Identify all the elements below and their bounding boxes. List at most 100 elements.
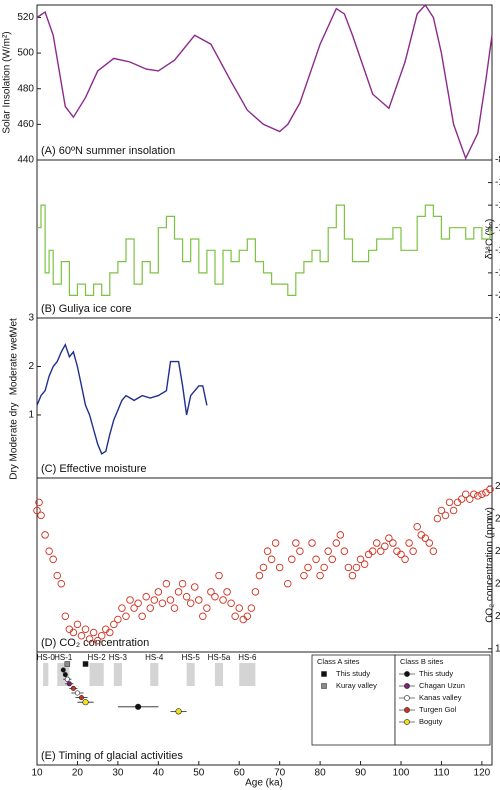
y-tick-label: -20: [495, 290, 500, 301]
date-marker: [135, 703, 142, 710]
data-point: [292, 539, 300, 547]
x-tick-label: 30: [112, 768, 124, 779]
data-point: [106, 628, 114, 637]
data-point: [223, 588, 231, 596]
data-point: [461, 490, 470, 499]
data-point: [288, 555, 296, 564]
event-label: HS-2: [88, 653, 107, 662]
data-point: [158, 599, 167, 607]
event-band: [89, 663, 104, 686]
data-point: [336, 531, 345, 539]
data-point: [89, 628, 98, 637]
data-point: [389, 539, 397, 547]
x-tick-label: 20: [72, 768, 84, 779]
y-tick-label: -18: [495, 267, 500, 278]
y-tick-label: -14: [495, 222, 500, 233]
x-tick-label: 110: [433, 768, 449, 779]
data-point: [174, 588, 183, 596]
legend-label: Kuray valley: [336, 681, 377, 690]
data-point: [348, 571, 357, 580]
data-point: [45, 547, 53, 555]
data-point: [97, 631, 106, 640]
legend-label: Boguty: [419, 717, 443, 726]
data-point: [211, 592, 219, 601]
data-point: [356, 555, 365, 564]
data-point: [146, 604, 154, 612]
legend-marker: [404, 719, 410, 725]
legend-label: Turgen Gol: [419, 705, 457, 714]
data-point: [178, 579, 187, 588]
legend-marker: [404, 683, 410, 689]
date-marker: [60, 667, 66, 673]
data-line: [36, 342, 208, 455]
x-tick-label: 100: [393, 768, 410, 779]
data-point: [377, 547, 385, 555]
data-point: [449, 506, 458, 515]
data-point: [154, 588, 163, 596]
data-point: [284, 579, 292, 588]
date-marker: [175, 708, 182, 715]
data-point: [308, 539, 316, 547]
data-point: [243, 612, 252, 620]
legend-box: [394, 654, 491, 746]
moisture-label: Moderate wet: [9, 334, 20, 395]
x-tick-label: 70: [274, 768, 286, 779]
data-point: [118, 604, 126, 612]
event-band: [113, 663, 122, 686]
y-tick-label: 240: [495, 546, 500, 557]
data-point: [130, 604, 138, 612]
date-marker: [82, 661, 89, 667]
data-point: [247, 604, 256, 612]
data-point: [409, 547, 417, 555]
panel-frame: [36, 4, 493, 161]
data-point: [182, 592, 191, 601]
data-point: [304, 563, 312, 572]
data-point: [227, 599, 235, 607]
data-point: [470, 490, 478, 499]
data-point: [219, 596, 227, 604]
data-point: [352, 563, 361, 572]
x-tick-label: 90: [355, 768, 367, 779]
data-point: [35, 498, 43, 507]
event-label: HS-4: [145, 653, 164, 662]
data-point: [186, 599, 195, 607]
data-point: [267, 555, 276, 564]
data-point: [328, 555, 336, 564]
data-point: [126, 596, 134, 604]
data-point: [195, 596, 203, 604]
data-point: [296, 547, 304, 555]
panel-frame: [36, 651, 493, 766]
panel-label: (C) Effective moisture: [41, 463, 147, 475]
event-label: HS-0: [37, 653, 56, 662]
moisture-label: Wet: [9, 318, 20, 336]
legend-box: [311, 654, 396, 746]
data-point: [445, 498, 454, 507]
legend-label: Kanas valley: [419, 693, 462, 702]
data-point: [138, 612, 146, 620]
data-point: [235, 604, 243, 612]
date-marker: [64, 676, 70, 682]
data-point: [61, 612, 70, 620]
data-point: [251, 588, 260, 596]
data-point: [85, 635, 94, 643]
data-point: [368, 547, 377, 555]
data-point: [215, 571, 223, 580]
date-marker: [62, 672, 68, 678]
data-point: [405, 539, 413, 547]
moisture-label: Moderate dry: [9, 403, 20, 462]
data-point: [259, 563, 268, 572]
event-band: [214, 663, 224, 686]
y-tick-label: -22: [495, 313, 500, 324]
event-label: HS-5a: [208, 653, 231, 662]
date-marker: [64, 661, 71, 667]
date-marker: [82, 699, 89, 706]
y-tick-label: 440: [17, 155, 34, 166]
data-point: [381, 542, 389, 551]
data-point: [57, 579, 66, 588]
date-marker: [74, 690, 80, 696]
data-point: [340, 547, 349, 555]
data-point: [401, 555, 409, 564]
data-point: [486, 485, 494, 494]
data-point: [360, 560, 369, 568]
